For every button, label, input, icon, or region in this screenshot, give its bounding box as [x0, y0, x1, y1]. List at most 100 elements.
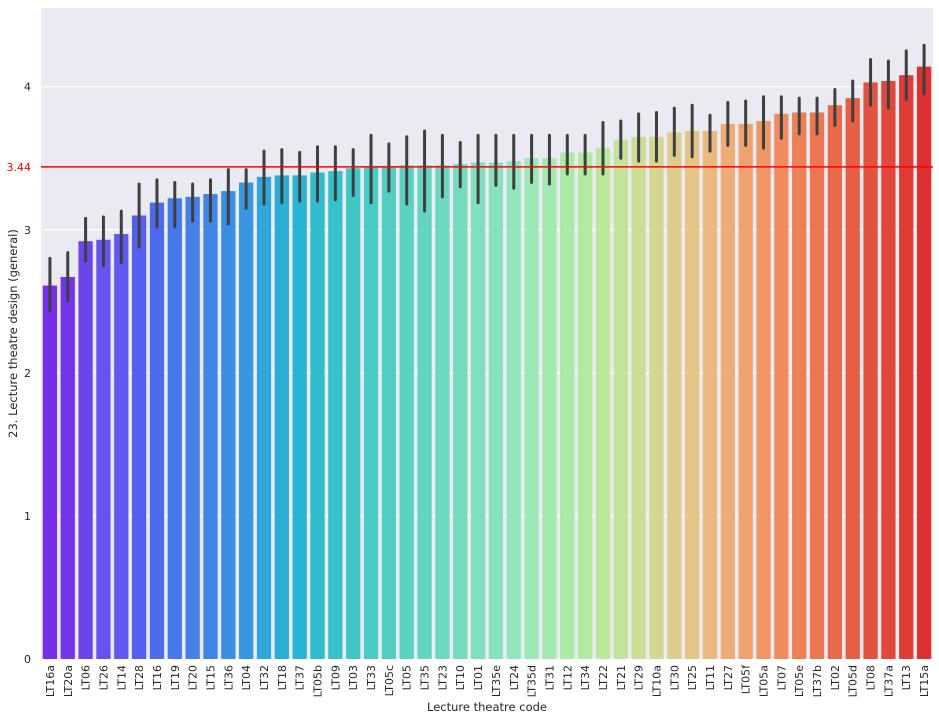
x-tick-label: LT21 — [615, 665, 628, 690]
x-tick-label: LT16 — [151, 665, 164, 690]
bar — [506, 161, 521, 660]
x-tick-label: LT27 — [722, 665, 735, 690]
x-tick-labels: LT16a LT20a LT06 LT26 LT14 LT28 LT16 LT19 LT20 LT… — [44, 664, 931, 697]
x-tick-label: LT23 — [436, 665, 449, 690]
bar — [114, 234, 129, 660]
bar — [149, 202, 165, 660]
x-tick-label: LT35e — [490, 665, 503, 697]
bar — [274, 175, 289, 659]
x-tick-label: LT29 — [633, 665, 646, 690]
bar — [453, 163, 468, 659]
bar — [346, 168, 361, 659]
bar — [809, 112, 825, 659]
x-tick-label: LT05d — [847, 665, 860, 697]
x-tick-label: LT25 — [686, 665, 699, 690]
bar — [60, 276, 75, 659]
x-tick-label: LT32 — [258, 665, 271, 690]
bar — [363, 166, 379, 660]
y-tick-label: 4 — [24, 81, 31, 94]
x-tick-label: LT04 — [240, 665, 253, 690]
x-tick-label: LT05a — [758, 665, 771, 697]
x-tick-label: LT02 — [829, 665, 842, 690]
x-tick-label: LT37 — [294, 665, 307, 690]
x-tick-label: LT10 — [454, 665, 467, 690]
bar — [649, 136, 664, 659]
bar — [524, 158, 539, 659]
bar — [167, 198, 182, 660]
bar — [720, 123, 735, 659]
x-tick-label: LT07 — [775, 665, 788, 690]
bar — [595, 148, 611, 659]
bar — [631, 136, 646, 659]
bar — [239, 182, 254, 660]
bar — [42, 285, 58, 659]
bar — [577, 152, 593, 659]
bar — [488, 162, 504, 659]
x-tick-label: LT37b — [811, 665, 824, 697]
bar — [881, 80, 896, 659]
x-axis-label: Lecture theatre code — [427, 700, 547, 714]
bar — [381, 166, 397, 660]
x-tick-label: LT20 — [187, 665, 200, 690]
bar — [560, 152, 575, 659]
x-tick-label: LT37a — [882, 665, 895, 697]
bar — [738, 123, 753, 659]
bar — [96, 239, 111, 660]
x-tick-label: LT05f — [740, 664, 753, 694]
x-tick-label: LT28 — [133, 665, 146, 690]
error-bars — [48, 43, 926, 313]
bar — [542, 158, 557, 659]
bar — [827, 105, 843, 660]
bar — [221, 191, 236, 659]
x-tick-label: LT14 — [115, 665, 128, 690]
bar — [292, 175, 307, 659]
x-tick-label: LT34 — [579, 665, 592, 690]
x-tick-label: LT05b — [312, 665, 325, 697]
bar — [916, 66, 932, 659]
y-tick-labels: 0 1 2 3 4 — [24, 81, 31, 666]
x-tick-label: LT35d — [526, 665, 539, 697]
x-tick-label: LT31 — [543, 665, 556, 690]
bar — [470, 162, 486, 659]
x-tick-label: LT11 — [704, 665, 717, 690]
x-tick-label: LT18 — [276, 665, 289, 690]
bar — [613, 139, 628, 660]
bar — [417, 165, 432, 659]
y-tick-label: 2 — [24, 367, 31, 380]
x-tick-label: LT09 — [329, 665, 342, 690]
bar — [792, 112, 807, 659]
x-tick-label: LT16a — [44, 665, 57, 697]
y-tick-label: 0 — [24, 653, 31, 666]
x-tick-label: LT19 — [169, 665, 182, 690]
x-tick-label: LT05c — [383, 665, 396, 696]
y-tick-label: 1 — [24, 510, 31, 523]
bar — [399, 165, 414, 659]
x-tick-label: LT24 — [508, 665, 521, 690]
bars — [42, 66, 932, 660]
bar — [845, 98, 860, 660]
bar — [702, 131, 718, 660]
bar — [685, 131, 700, 660]
x-tick-label: LT08 — [865, 665, 878, 690]
x-tick-label: LT03 — [347, 665, 360, 690]
x-tick-label: LT12 — [561, 665, 574, 690]
x-tick-label: LT05e — [793, 665, 806, 697]
bar — [667, 132, 682, 659]
reference-line-label: 3.44 — [7, 161, 32, 174]
x-tick-label: LT01 — [472, 665, 485, 690]
y-tick-label: 3 — [24, 224, 31, 237]
bar — [863, 82, 878, 659]
bar — [185, 196, 200, 659]
y-axis-label: 23. Lecture theatre design (general) — [6, 229, 20, 438]
x-tick-label: LT22 — [597, 665, 610, 690]
bar — [256, 176, 272, 660]
bar — [899, 75, 914, 659]
bar — [435, 165, 450, 659]
x-tick-label: LT13 — [900, 665, 913, 690]
x-tick-label: LT36 — [222, 665, 235, 690]
x-tick-label: LT10a — [650, 665, 663, 697]
bar — [756, 121, 771, 660]
bar — [774, 113, 789, 659]
x-tick-label: LT06 — [80, 665, 93, 690]
bar — [131, 215, 147, 659]
